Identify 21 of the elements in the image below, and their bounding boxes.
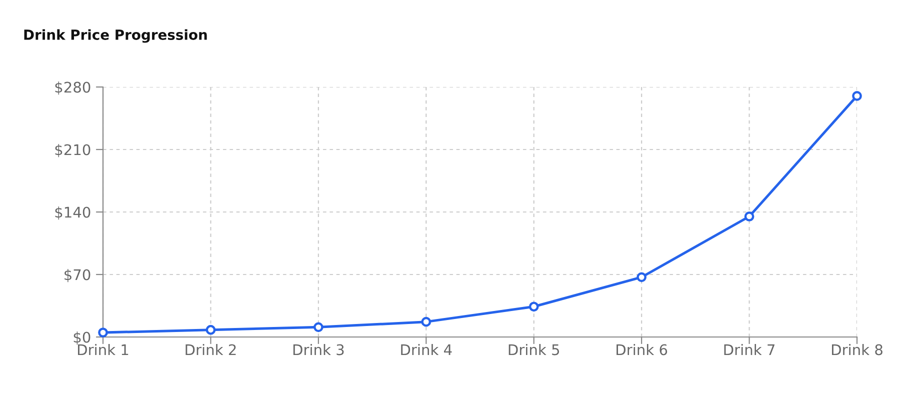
y-tick-label: $0 [74,331,90,345]
x-tick-label: Drink 5 [508,344,560,356]
x-tick-label: Drink 1 [78,344,128,356]
y-tick-label: $140 [55,206,90,220]
point [744,212,754,222]
x-tick-label: Drink 8 [832,344,882,356]
chart-title: Drink Price Progression [24,29,207,43]
point [528,302,539,312]
x-tick-label: Drink 3 [293,344,344,356]
y-tick-label: $210 [55,144,90,158]
x-tick-label: Drink 6 [616,344,668,356]
y-tick-label: $280 [55,81,90,95]
y-tick-label: $70 [64,268,90,282]
x-tick-label: Drink 2 [186,344,236,356]
point [636,272,646,282]
x-tick-label: Drink 4 [401,344,452,356]
point [852,91,862,101]
point [421,316,432,327]
point [206,324,216,335]
x-tick-label: Drink 7 [724,344,774,356]
point [314,322,324,332]
